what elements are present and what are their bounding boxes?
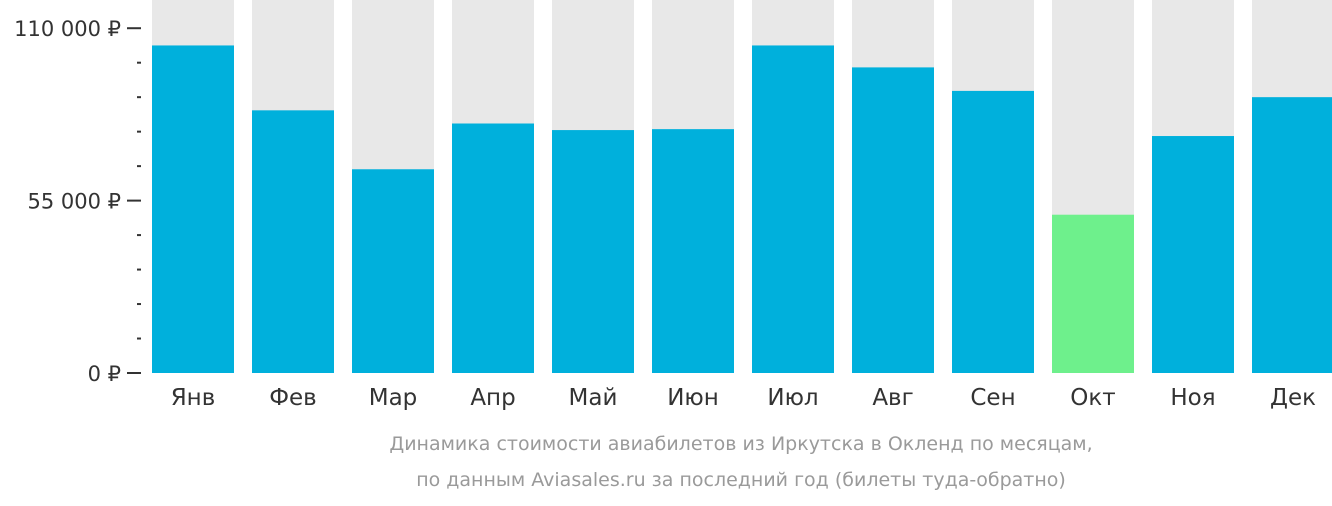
bar-2 (252, 110, 334, 374)
bar-11 (1152, 136, 1234, 373)
y-tick-label-2: 55 000 ₽ (27, 190, 121, 214)
bar-1 (152, 45, 234, 373)
caption-line-2: по данным Aviasales.ru за последний год … (416, 469, 1066, 491)
y-tick-label-1: 110 000 ₽ (14, 17, 121, 41)
x-tick-label-5: Май (569, 385, 618, 411)
x-tick-label-2: Фев (269, 385, 317, 411)
x-tick-label-7: Июл (767, 385, 818, 411)
x-tick-label-9: Сен (970, 385, 1015, 411)
caption-line-1: Динамика стоимости авиабилетов из Иркутс… (389, 433, 1092, 455)
bar-7 (752, 45, 834, 373)
bar-8 (852, 67, 934, 374)
bar-9 (952, 90, 1034, 373)
x-axis-labels: Янв Фев Мар Апр Май Июн Июл Авг Сен Окт Ноя Дек (171, 385, 1316, 411)
x-tick-label-11: Ноя (1170, 385, 1215, 411)
x-tick-label-8: Авг (872, 385, 913, 411)
x-tick-label-12: Дек (1270, 385, 1316, 411)
x-tick-label-6: Июн (667, 385, 719, 411)
bar-10 (1052, 214, 1134, 373)
y-tick-label-3: 0 ₽ (88, 362, 121, 386)
x-tick-label-10: Окт (1070, 385, 1115, 411)
bar-6 (652, 129, 734, 373)
bar-5 (552, 130, 634, 373)
bar-3 (352, 169, 434, 373)
x-tick-label-1: Янв (171, 385, 216, 411)
bar-4 (452, 123, 534, 373)
y-axis: 110 000 ₽ 55 000 ₽ 0 ₽ (14, 17, 141, 386)
bar-12 (1252, 97, 1332, 374)
x-tick-label-4: Апр (470, 385, 515, 411)
bar-layer (152, 45, 1332, 374)
x-tick-label-3: Мар (369, 385, 418, 411)
chart-caption: Динамика стоимости авиабилетов из Иркутс… (389, 433, 1092, 491)
